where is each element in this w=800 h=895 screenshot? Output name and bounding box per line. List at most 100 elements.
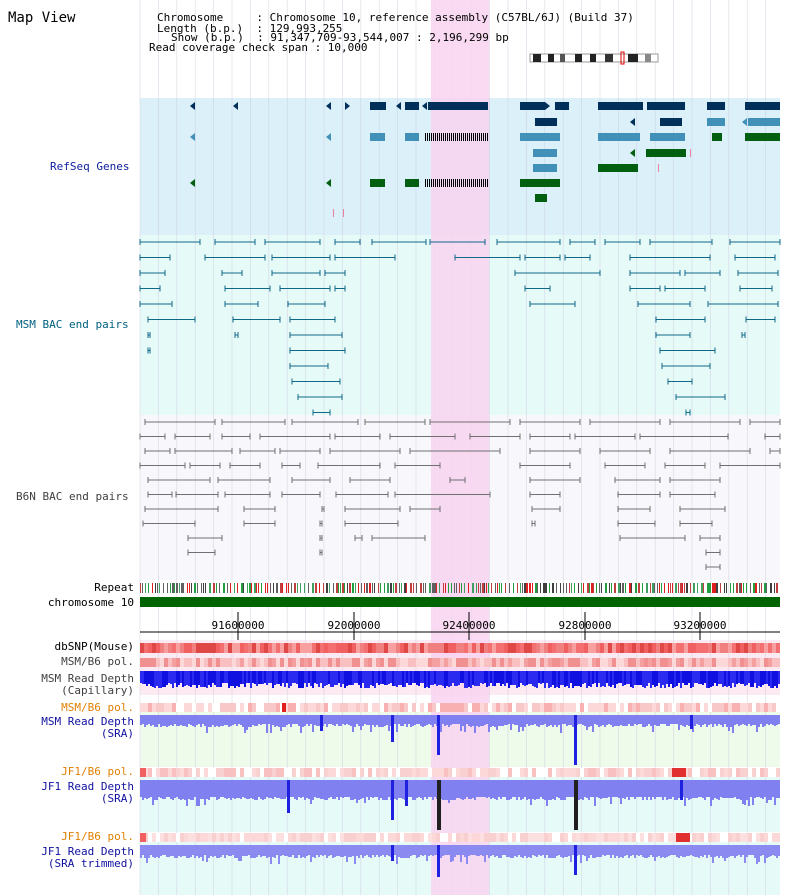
msm-pol-density	[752, 658, 756, 667]
jf1-sra-depth	[772, 780, 774, 797]
msm-sra-depth	[314, 715, 316, 725]
msm-sra-depth	[328, 715, 330, 724]
msm-pol2-density	[400, 703, 404, 712]
msm-pol-density	[540, 658, 544, 667]
jf1-pol2-density	[188, 833, 192, 842]
msm-capillary-depth	[728, 671, 730, 686]
dbsnp-density	[364, 643, 368, 653]
msm-capillary-depth	[188, 671, 190, 686]
jf1-sra-depth	[594, 780, 596, 806]
jf1-pol-density	[664, 768, 668, 777]
msm-sra-depth	[496, 715, 498, 730]
msm-pol2-density	[228, 703, 232, 712]
msm-capillary-depth	[658, 671, 660, 683]
jf1-sra-depth	[356, 780, 358, 803]
msm-sra-depth	[618, 715, 620, 726]
msm-pol2-density	[404, 703, 408, 712]
repeat-element	[589, 583, 590, 593]
jf1-trim-depth	[750, 845, 752, 855]
repeat-element	[326, 583, 328, 593]
dbsnp-density	[240, 643, 244, 653]
jf1-trim-depth	[536, 845, 538, 857]
jf1-trim-depth	[764, 845, 766, 863]
jf1-pol2-density	[248, 833, 252, 842]
jf1-pol-density	[468, 768, 472, 777]
msm-sra-depth	[752, 715, 754, 725]
msm-capillary-depth	[386, 671, 388, 685]
msm-sra-depth	[452, 715, 454, 724]
msm-capillary-depth	[318, 671, 320, 687]
msm-sra-depth	[286, 715, 288, 725]
jf1-pol2-density	[240, 833, 244, 842]
msm-pol2-density	[592, 703, 596, 712]
repeat-element	[456, 583, 457, 593]
msm-pol-density	[172, 658, 176, 667]
jf1-sra-depth	[610, 780, 612, 804]
msm-pol2-density	[248, 703, 252, 712]
msm-sra-depth	[724, 715, 726, 724]
jf1-sra-depth	[774, 780, 776, 805]
dbsnp-density	[168, 643, 172, 653]
jf1-sra-depth	[722, 780, 724, 798]
gene-arrow	[545, 102, 550, 110]
repeat-element	[464, 583, 465, 593]
msm-capillary-depth	[228, 671, 230, 688]
msm-capillary-depth	[572, 671, 574, 688]
msm-capillary-depth	[748, 671, 750, 683]
msm-sra-depth	[400, 715, 402, 726]
msm-pol2-density	[256, 703, 260, 712]
msm-capillary-depth	[294, 671, 296, 683]
jf1-pol2-density	[264, 833, 268, 842]
msm-capillary-depth	[666, 671, 668, 684]
repeat-element	[181, 583, 183, 593]
msm-pol2-density	[212, 703, 216, 712]
msm-sra-depth	[538, 715, 540, 727]
dbsnp-density	[576, 643, 580, 653]
msm-pol2-density	[260, 703, 264, 712]
repeat-element	[726, 583, 727, 593]
jf1-sra-depth	[572, 780, 574, 797]
msm-pol2-density	[220, 703, 224, 712]
jf1-trim-depth	[622, 845, 624, 858]
jf1-trim-depth	[388, 845, 390, 856]
jf1-trim-depth	[610, 845, 612, 858]
jf1-pol-density	[224, 768, 228, 777]
msm-sra-depth	[222, 715, 224, 726]
msm-sra-depth	[318, 715, 320, 726]
msm-sra-depth	[396, 715, 398, 732]
msm-pol-density	[152, 658, 156, 667]
msm-capillary-depth	[646, 671, 648, 686]
msm-pol-density	[580, 658, 584, 667]
jf1-trim-depth	[516, 845, 518, 857]
dbsnp-density	[428, 643, 432, 653]
msm-pol-density	[356, 658, 360, 667]
jf1-trim-depth	[478, 845, 480, 856]
msm-sra-depth	[774, 715, 776, 726]
dbsnp-density	[264, 643, 268, 653]
msm-capillary-depth	[626, 671, 628, 684]
msm-pol2-density	[452, 703, 456, 712]
msm-pol-density	[252, 658, 256, 667]
msm-sra-depth	[632, 715, 634, 726]
jf1-trim-depth	[730, 845, 732, 856]
dbsnp-density	[660, 643, 664, 653]
msm-capillary-depth	[246, 671, 248, 683]
pol-hotspot	[140, 833, 146, 842]
jf1-pol2-density	[160, 833, 164, 842]
msm-pol2-density	[268, 703, 272, 712]
gene-arrow	[326, 102, 331, 110]
msm-pol2-density	[584, 703, 588, 712]
jf1-trim-depth	[448, 845, 450, 855]
msm-capillary-depth	[688, 671, 690, 683]
jf1-sra-depth	[664, 780, 666, 797]
jf1-sra-depth	[368, 780, 370, 800]
repeat-element	[319, 583, 320, 593]
jf1-pol-density	[192, 768, 196, 777]
jf1-pol2-density	[196, 833, 200, 842]
msm-sra-depth	[442, 715, 444, 724]
jf1-trim-depth	[572, 845, 574, 855]
dbsnp-density	[704, 643, 708, 653]
jf1-trim-depth	[614, 845, 616, 858]
jf1-sra-depth	[166, 780, 168, 797]
msm-pol2-density	[384, 703, 388, 712]
